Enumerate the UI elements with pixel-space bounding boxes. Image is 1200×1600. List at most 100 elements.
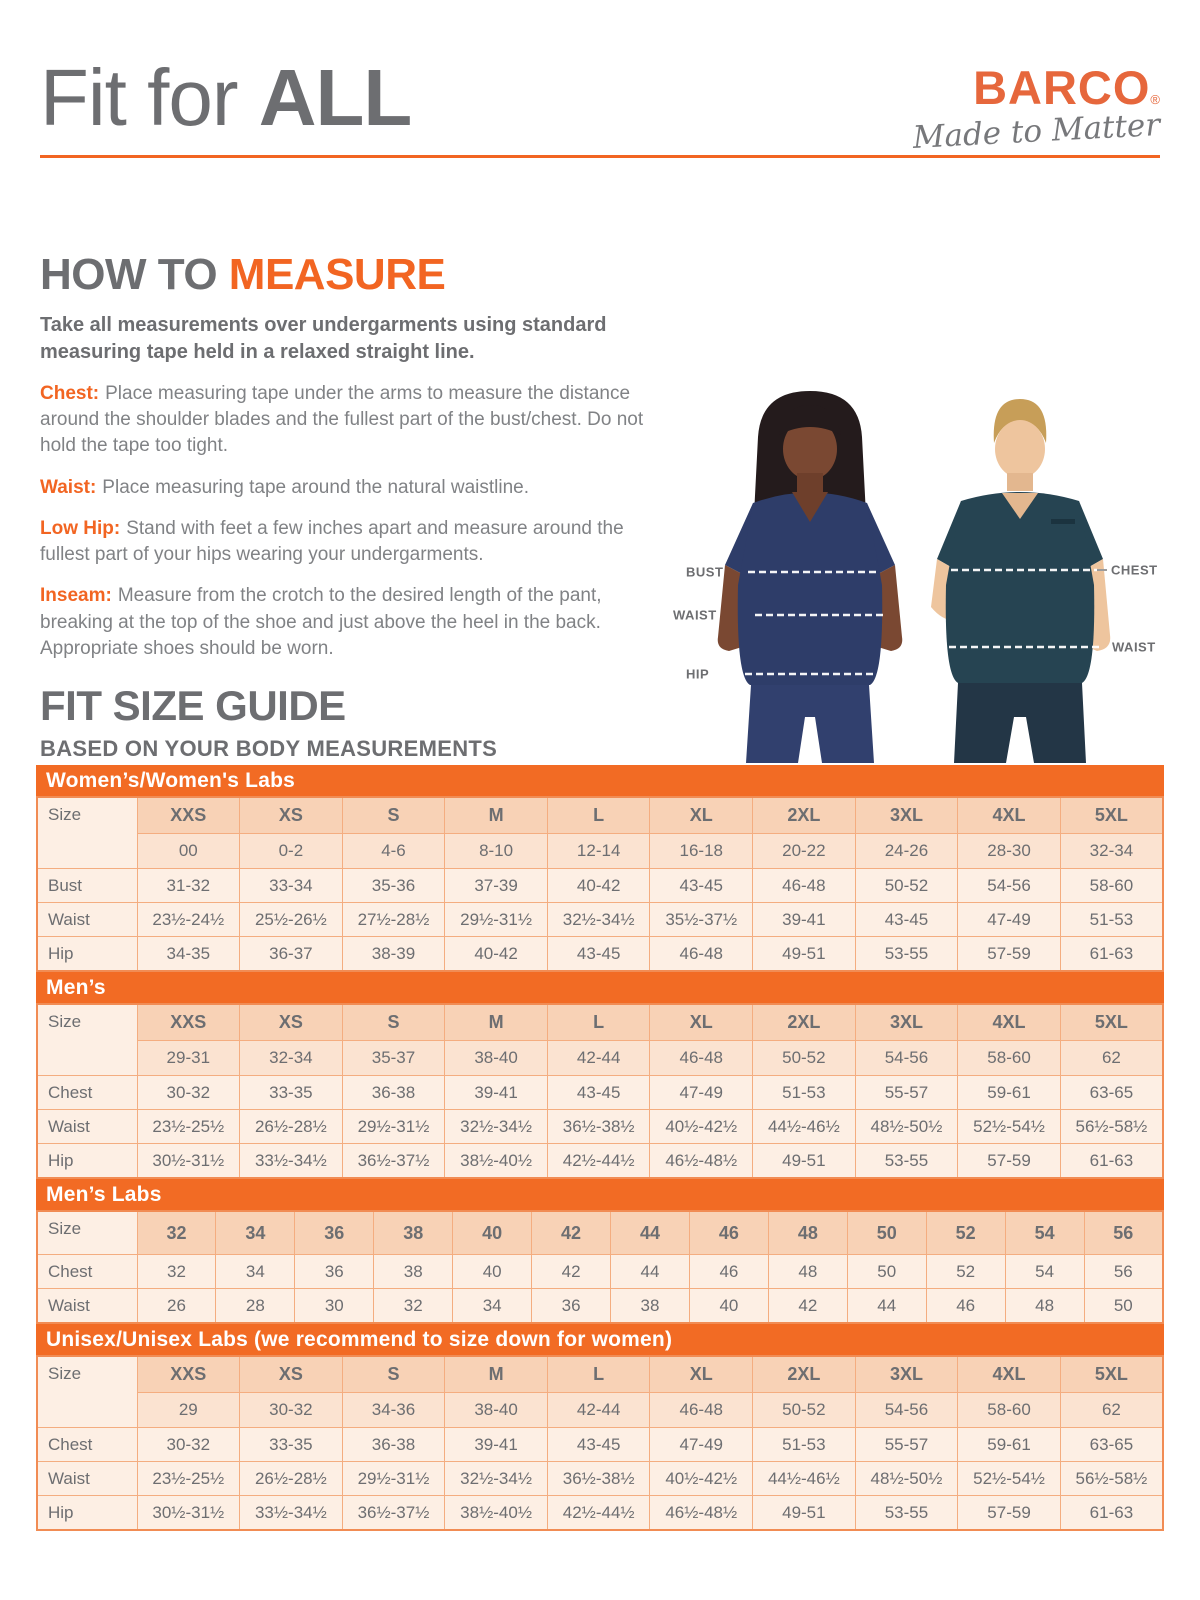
table-cell: 44½-46½ [752, 1461, 856, 1496]
table-cell: 29½-31½ [444, 902, 548, 937]
table-cell: XXS [136, 796, 241, 834]
table-cell: 38 [373, 1254, 454, 1289]
barco-logo: BARCO® Made to Matter [900, 64, 1161, 156]
table-cell: 59-61 [957, 1075, 1061, 1110]
table-cell: 49-51 [752, 936, 856, 972]
bust-measure-label: BUST [686, 564, 724, 580]
table-cell: 32 [136, 1210, 217, 1255]
table-cell: 56½-58½ [1059, 1461, 1164, 1496]
table-row: Waist 23½-24½ 25½-26½ 27½-28½ 29½-31½ 32½-34½… [36, 902, 1164, 937]
man-model [931, 399, 1111, 763]
table-cell: 56 [1083, 1210, 1164, 1255]
table-cell: 36½-37½ [341, 1143, 446, 1179]
table-cell: 43-45 [649, 868, 754, 903]
hip-measure-label: HIP [686, 666, 710, 682]
table-cell: 4XL [957, 796, 1061, 834]
table-cell: 40½-42½ [649, 1109, 754, 1144]
table-cell: 48 [767, 1210, 848, 1255]
table-row: 00 0-2 4-6 8-10 12-14 16-18 20-22 24-26 28-30 32-… [37, 833, 1164, 869]
table-cell: M [444, 1003, 548, 1041]
table-cell: 23½-25½ [136, 1461, 241, 1496]
how-to-measure-heading: HOW TO MEASURE [40, 250, 446, 300]
table-row: Chest 32 34 36 38 40 42 44 46 48 50 52 54 56 [36, 1254, 1164, 1289]
table-cell: 16-18 [649, 833, 754, 869]
table-cell: 53-55 [854, 936, 959, 972]
table-cell: 29½-31½ [341, 1109, 446, 1144]
table-cell: 46 [688, 1254, 769, 1289]
table-cell: 48 [1004, 1288, 1085, 1324]
table-cell: 63-65 [1059, 1075, 1164, 1110]
heading-orange-part: MEASURE [228, 250, 446, 299]
table-cell: 30½-31½ [136, 1495, 241, 1531]
table-row: Hip 34-35 36-37 38-39 40-42 43-45 46-48 49-51 53… [36, 936, 1164, 972]
table-cell: 32-34 [1059, 833, 1164, 869]
table-cell: 54-56 [957, 868, 1061, 903]
table-cell: 27½-28½ [341, 902, 446, 937]
measurement-lines [745, 568, 1101, 676]
table-cell: 31-32 [136, 868, 241, 903]
table-cell: 52 [925, 1210, 1006, 1255]
table-cell: 32½-34½ [546, 902, 651, 937]
header-divider [40, 155, 1160, 158]
table-cell: 42 [531, 1254, 612, 1289]
table-cell: 4-6 [341, 833, 446, 869]
table-cell: 54-56 [854, 1392, 959, 1428]
table-cell: S [341, 1355, 446, 1393]
woman-model [717, 391, 903, 763]
table-cell: 2XL [752, 796, 856, 834]
table-cell: 62 [1059, 1392, 1164, 1428]
table-cell: 28-30 [957, 833, 1061, 869]
table-cell: 35½-37½ [649, 902, 754, 937]
table-cell: 8-10 [444, 833, 548, 869]
table-row: Chest 30-32 33-35 36-38 39-41 43-45 47-49 51-53… [36, 1427, 1164, 1462]
measure-item-chest: Chest: Place measuring tape under the arm… [40, 381, 646, 460]
table-cell: L [546, 796, 651, 834]
table-cell: 58-60 [1059, 868, 1164, 903]
table-cell: 39-41 [752, 902, 856, 937]
table-row: Size XXS XS S M L XL 2XL 3XL 4XL 5XL [36, 1003, 1164, 1076]
table-cell: 46½-48½ [649, 1143, 754, 1179]
table-row: Size XXS XS S M L XL 2XL 3XL 4XL 5XL [36, 796, 1164, 869]
size-table-men-s: Size XXS XS S M L XL 2XL 3XL 4XL 5XL 29-31 32-34 35-3… [36, 1003, 1164, 1179]
table-cell: 56½-58½ [1059, 1109, 1164, 1144]
table-cell-row-label: Chest [36, 1427, 138, 1462]
table-cell: 43-45 [546, 1427, 651, 1462]
table-cell: 32 [373, 1288, 454, 1324]
table-cell: 4XL [957, 1355, 1061, 1393]
table-cell: 42 [767, 1288, 848, 1324]
measure-item-low-hip: Low Hip: Stand with feet a few inches apa… [40, 516, 646, 568]
table-cell: 50 [846, 1210, 927, 1255]
table-cell: 56 [1083, 1254, 1164, 1289]
table-cell: 3XL [854, 1355, 959, 1393]
table-cell-row-label: Waist [36, 1288, 138, 1324]
table-cell-size-label: Size [36, 1210, 138, 1255]
size-table-men-s-labs: Size 32 34 36 38 40 42 44 46 48 50 52 54 56 Chest 32 34 3… [36, 1210, 1164, 1324]
table-cell-row-label: Bust [36, 868, 138, 903]
size-table-unisex-unisex-labs-we-re: Size XXS XS S M L XL 2XL 3XL 4XL 5XL 29 30-32 34-36 38… [36, 1355, 1164, 1531]
table-cell: 43-45 [546, 936, 651, 972]
table-cell: XXS [136, 1003, 241, 1041]
table-title-band: Unisex/Unisex Labs (we recommend to size… [36, 1324, 1164, 1355]
table-cell: 34 [215, 1254, 296, 1289]
table-cell: L [546, 1003, 651, 1041]
table-cell: XS [239, 1355, 343, 1393]
models-illustration [717, 391, 1111, 763]
table-cell: XL [649, 1355, 754, 1393]
table-cell: 5XL [1059, 1355, 1164, 1393]
table-cell: 48 [767, 1254, 848, 1289]
table-cell: 61-63 [1059, 1495, 1164, 1531]
table-cell: 4XL [957, 1003, 1061, 1041]
table-row: Size XXS XS S M L XL 2XL 3XL 4XL 5XL [36, 1355, 1164, 1428]
table-cell: 32 [136, 1254, 217, 1289]
table-row: Waist 23½-25½ 26½-28½ 29½-31½ 32½-34½ 36½-38½… [36, 1109, 1164, 1144]
table-cell: 33-35 [239, 1075, 343, 1110]
heading-gray-part: HOW TO [40, 250, 229, 299]
table-cell: 36½-37½ [341, 1495, 446, 1531]
table-cell: 23½-24½ [136, 902, 241, 937]
table-cell: 32-34 [239, 1040, 343, 1076]
table-cell: 62 [1059, 1040, 1164, 1076]
table-cell: XS [239, 1003, 343, 1041]
table-cell: 50 [1083, 1288, 1164, 1324]
table-cell: 57-59 [957, 1495, 1061, 1531]
